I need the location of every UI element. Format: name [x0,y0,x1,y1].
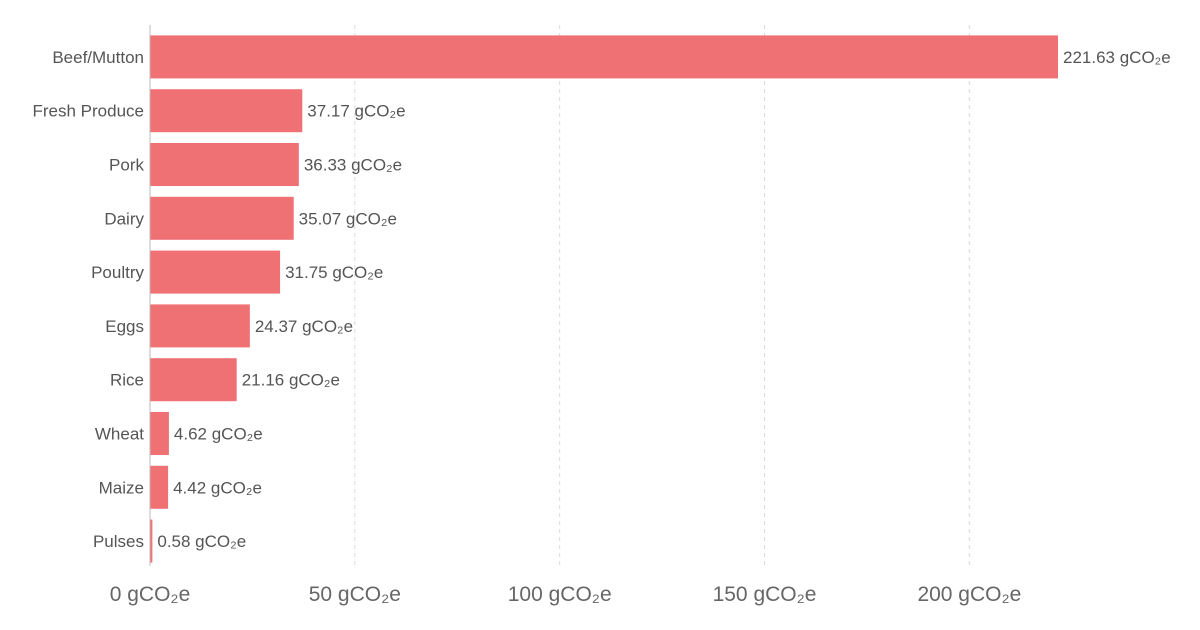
bars [150,35,1058,563]
category-label: Wheat [95,425,144,444]
x-tick-label: 0 gCO₂e [110,583,191,606]
value-label: 36.33 gCO₂e [304,156,402,175]
bar [150,465,169,509]
value-label: 35.07 gCO₂e [299,209,397,228]
bar [150,35,1058,79]
category-label: Maize [99,478,144,497]
category-label: Fresh Produce [33,102,145,121]
bar [150,358,237,402]
value-label: 221.63 gCO₂e [1063,48,1171,67]
value-label: 24.37 gCO₂e [255,317,353,336]
gridlines [354,25,970,566]
category-label: Beef/Mutton [52,48,144,67]
category-label: Rice [110,371,144,390]
bar [150,519,153,563]
x-tick-label: 50 gCO₂e [309,583,401,606]
category-label: Eggs [105,317,144,336]
bar [150,89,303,133]
labels: 0 gCO₂e 50 gCO₂e 100 gCO₂e 150 gCO₂e 200 gCO… [33,48,1171,606]
x-tick-label: 200 gCO₂e [917,583,1021,606]
x-tick-label: 150 gCO₂e [713,583,817,606]
bar [150,304,250,348]
bar [150,143,299,186]
value-label: 37.17 gCO₂e [307,102,405,121]
value-label: 4.42 gCO₂e [173,478,262,497]
value-label: 31.75 gCO₂e [285,263,383,282]
value-label: 21.16 gCO₂e [242,371,340,390]
value-label: 0.58 gCO₂e [157,532,246,551]
bar [150,196,294,240]
bar [150,250,281,294]
category-label: Poultry [91,263,144,282]
value-label: 4.62 gCO₂e [174,425,263,444]
bar [150,412,169,455]
category-label: Pork [109,156,144,175]
category-label: Dairy [104,209,144,228]
category-label: Pulses [93,532,144,551]
x-tick-label: 100 gCO₂e [508,583,612,606]
